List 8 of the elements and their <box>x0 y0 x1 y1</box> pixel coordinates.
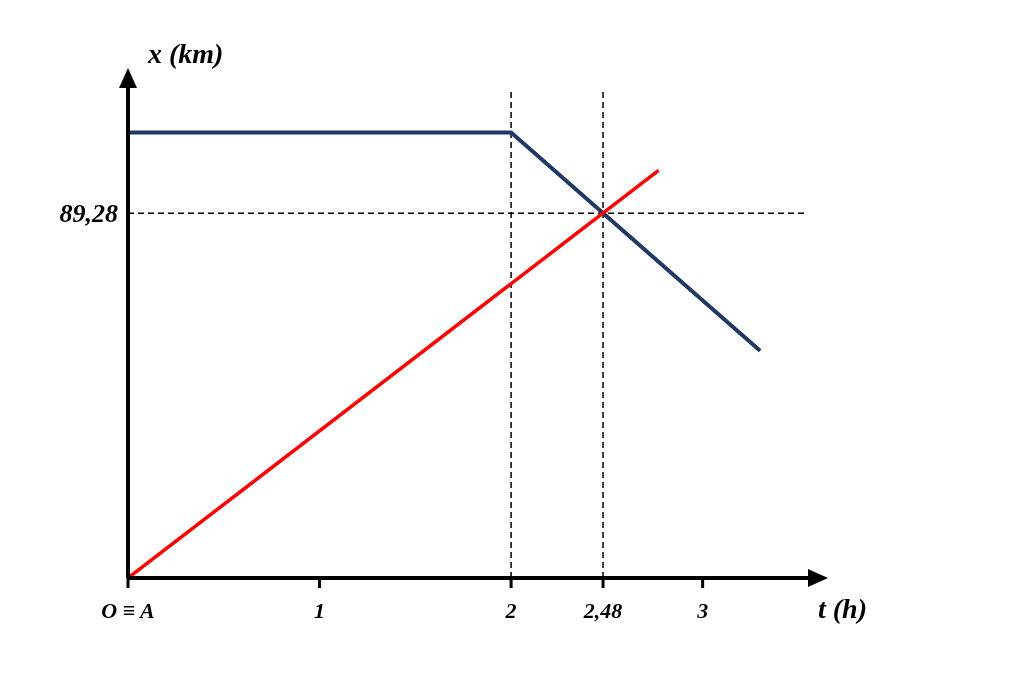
x-axis-title: t (h) <box>818 593 867 625</box>
x-tick-label: 2,48 <box>582 597 623 623</box>
x-tick-label: 1 <box>314 597 326 623</box>
x-tick-label: O ≡ A <box>101 597 155 623</box>
x-tick-label: 2 <box>504 597 517 623</box>
x-tick-label: 3 <box>696 597 709 623</box>
text: 89,28 <box>59 199 118 229</box>
y-axis-title: x (km) <box>148 38 224 70</box>
